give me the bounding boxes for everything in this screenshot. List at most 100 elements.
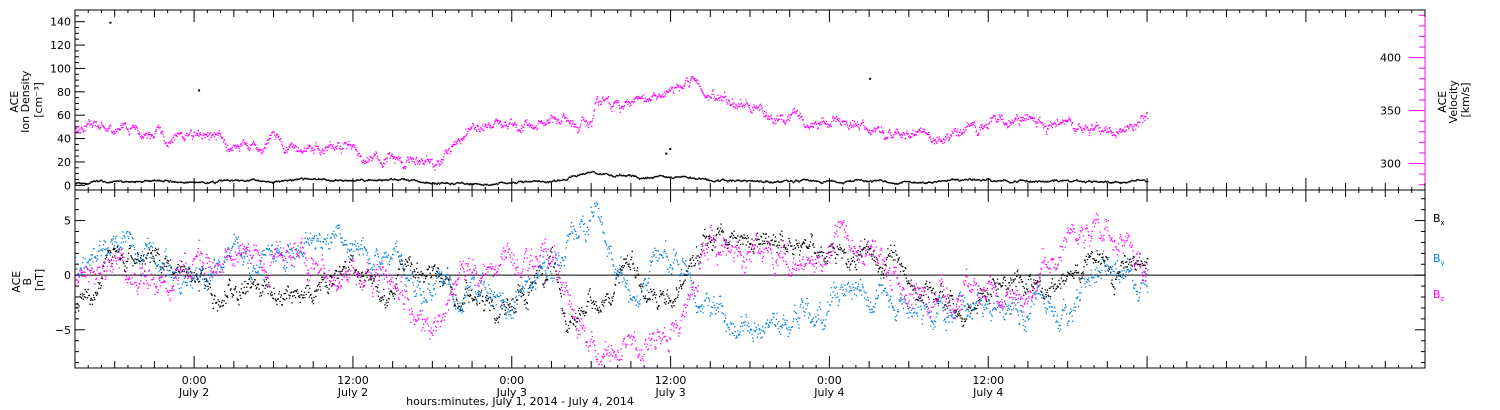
data-point bbox=[82, 182, 84, 184]
data-point bbox=[801, 179, 803, 181]
data-point bbox=[599, 173, 601, 175]
data-point bbox=[353, 180, 356, 182]
data-point bbox=[597, 309, 599, 312]
data-point bbox=[840, 124, 843, 126]
data-point bbox=[97, 126, 99, 129]
data-point bbox=[114, 132, 116, 134]
data-point bbox=[255, 285, 257, 287]
data-point bbox=[726, 247, 729, 249]
data-point bbox=[852, 180, 855, 182]
data-point bbox=[213, 182, 215, 184]
data-point bbox=[123, 269, 126, 271]
data-point bbox=[680, 86, 682, 88]
data-point bbox=[756, 232, 758, 234]
data-point bbox=[626, 175, 628, 177]
data-point bbox=[832, 115, 834, 117]
data-point bbox=[442, 285, 444, 287]
data-point bbox=[385, 302, 387, 304]
data-point bbox=[219, 132, 221, 134]
data-point bbox=[414, 271, 416, 273]
data-point bbox=[414, 162, 416, 164]
data-point bbox=[327, 179, 329, 181]
data-point bbox=[1027, 118, 1030, 120]
data-point bbox=[387, 179, 389, 181]
data-point bbox=[309, 294, 312, 297]
data-point bbox=[551, 116, 553, 118]
data-point bbox=[342, 268, 344, 271]
data-point bbox=[776, 181, 778, 183]
data-point bbox=[180, 181, 182, 184]
data-point bbox=[333, 148, 335, 150]
data-point bbox=[98, 180, 100, 182]
data-point bbox=[569, 176, 571, 178]
data-point bbox=[374, 154, 376, 156]
data-point bbox=[1055, 125, 1057, 128]
data-point bbox=[292, 147, 294, 149]
data-point bbox=[204, 182, 206, 184]
data-point bbox=[831, 179, 833, 181]
data-point bbox=[924, 182, 927, 185]
data-point bbox=[277, 298, 279, 300]
data-point bbox=[508, 123, 511, 125]
data-point bbox=[550, 181, 552, 183]
data-point bbox=[757, 106, 760, 108]
data-point bbox=[357, 179, 360, 181]
data-point bbox=[336, 148, 338, 150]
data-point bbox=[1113, 181, 1115, 183]
data-point bbox=[256, 286, 258, 289]
data-point bbox=[636, 96, 638, 98]
data-point bbox=[915, 134, 918, 136]
data-point bbox=[598, 306, 601, 309]
x-tick-date-label: July 4 bbox=[972, 386, 1003, 399]
data-point bbox=[351, 255, 353, 257]
data-point bbox=[201, 138, 204, 140]
data-point bbox=[755, 180, 757, 182]
data-point bbox=[527, 180, 530, 183]
data-point bbox=[449, 277, 451, 279]
data-point bbox=[1104, 180, 1107, 182]
data-point bbox=[129, 133, 131, 135]
data-point bbox=[1035, 121, 1037, 123]
data-point bbox=[97, 125, 99, 127]
data-point bbox=[787, 180, 789, 182]
data-point bbox=[188, 181, 190, 183]
data-point bbox=[752, 109, 754, 111]
data-point bbox=[460, 305, 462, 308]
data-point bbox=[460, 309, 462, 312]
data-point bbox=[644, 297, 646, 299]
data-point bbox=[898, 182, 901, 185]
data-point bbox=[697, 255, 699, 257]
data-point bbox=[656, 98, 658, 100]
data-point bbox=[810, 123, 812, 125]
data-point bbox=[340, 270, 342, 273]
data-point bbox=[557, 179, 559, 181]
data-point bbox=[921, 181, 924, 183]
data-point bbox=[856, 121, 859, 123]
data-point bbox=[429, 182, 431, 184]
data-point bbox=[325, 285, 328, 287]
data-point bbox=[887, 136, 889, 139]
data-point bbox=[864, 180, 866, 182]
data-point bbox=[767, 181, 769, 183]
data-point bbox=[746, 102, 748, 105]
data-point bbox=[729, 179, 731, 181]
data-point bbox=[390, 154, 393, 157]
data-point bbox=[445, 152, 447, 154]
data-point bbox=[193, 181, 196, 183]
data-point bbox=[899, 182, 901, 184]
data-point bbox=[1099, 126, 1101, 129]
data-point bbox=[173, 181, 176, 183]
data-point bbox=[81, 126, 83, 128]
data-point bbox=[802, 242, 804, 245]
data-point bbox=[228, 179, 230, 182]
data-point bbox=[600, 311, 602, 313]
data-point bbox=[486, 300, 489, 302]
data-point bbox=[590, 171, 592, 173]
data-point bbox=[464, 183, 466, 185]
data-point bbox=[787, 244, 789, 247]
data-point bbox=[410, 157, 412, 159]
data-point bbox=[232, 294, 235, 297]
data-point bbox=[454, 183, 456, 185]
data-point bbox=[191, 181, 193, 183]
data-point bbox=[401, 162, 403, 164]
